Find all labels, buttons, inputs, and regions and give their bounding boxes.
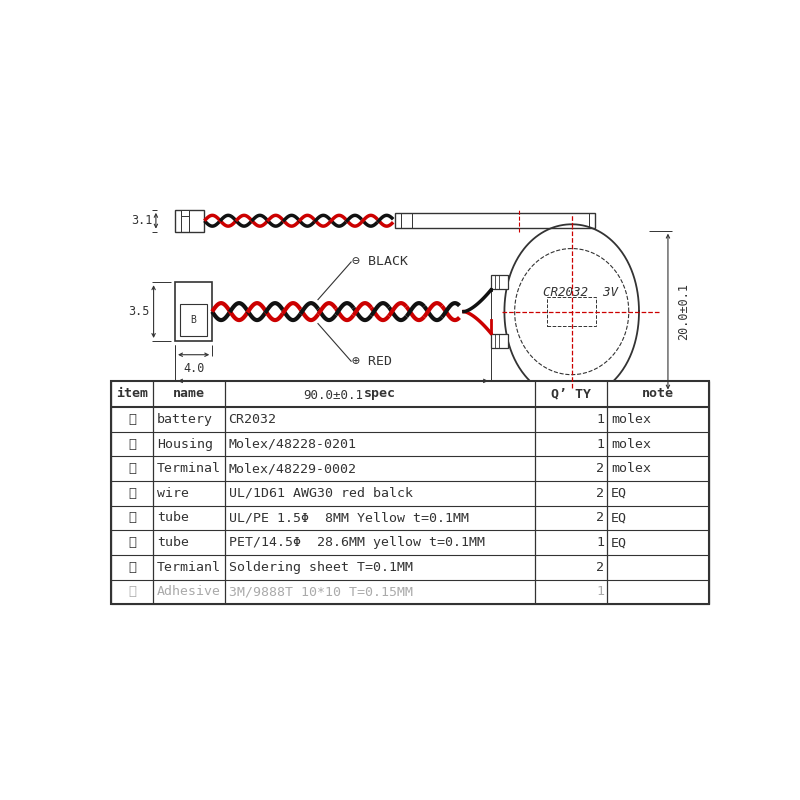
Text: ②: ② [128,438,136,450]
Text: Adhesive: Adhesive [157,586,221,598]
Text: 2: 2 [596,561,604,574]
Text: spec: spec [364,387,396,401]
Text: ⑧: ⑧ [128,586,136,598]
Text: tube: tube [157,536,189,549]
Bar [111,381,709,604]
Text: EQ: EQ [611,511,627,525]
Text: 90.0±0.1: 90.0±0.1 [303,389,363,402]
Text: wire: wire [157,487,189,500]
Bar [175,282,212,341]
Text: 20.0±0.1: 20.0±0.1 [677,283,690,340]
Text: CR2032: CR2032 [229,413,277,426]
Text: 1: 1 [596,536,604,549]
Text: ⑦: ⑦ [128,561,136,574]
Text: molex: molex [611,462,651,475]
Text: Molex/48229-0002: Molex/48229-0002 [229,462,357,475]
Text: 3.5: 3.5 [128,305,150,318]
Text: Molex/48228-0201: Molex/48228-0201 [229,438,357,450]
Text: Housing: Housing [157,438,213,450]
Text: 2: 2 [596,462,604,475]
Text: 3M/9888T 10*10 T=0.15MM: 3M/9888T 10*10 T=0.15MM [229,586,413,598]
Text: ⑥: ⑥ [128,536,136,549]
Text: Terminal: Terminal [157,462,221,475]
Text: Termianl: Termianl [157,561,221,574]
Bar [180,304,207,336]
Text: item: item [116,387,148,401]
Text: 4.0: 4.0 [183,362,204,375]
Text: B: B [190,315,197,326]
Text: 1: 1 [596,438,604,450]
Text: note: note [642,387,674,401]
Text: EQ: EQ [611,536,627,549]
Text: ④: ④ [128,487,136,500]
Bar [394,213,595,229]
Text: Soldering sheet T=0.1MM: Soldering sheet T=0.1MM [229,561,413,574]
Text: UL/PE 1.5Φ  8MM Yellow t=0.1MM: UL/PE 1.5Φ 8MM Yellow t=0.1MM [229,511,469,525]
Text: CR2032  3V: CR2032 3V [543,286,618,299]
Text: name: name [173,387,205,401]
Bar [182,210,189,216]
Bar [175,210,205,231]
Text: ①: ① [128,413,136,426]
Text: ⊖ BLACK: ⊖ BLACK [352,255,408,268]
Text: ⑤: ⑤ [128,511,136,525]
Text: UL/1D61 AWG30 red balck: UL/1D61 AWG30 red balck [229,487,413,500]
Bar [547,298,596,326]
Text: 1: 1 [596,413,604,426]
Text: battery: battery [157,413,213,426]
Text: molex: molex [611,438,651,450]
Text: 2: 2 [596,511,604,525]
Text: EQ: EQ [611,487,627,500]
Text: 2: 2 [596,487,604,500]
Text: Q’ TY: Q’ TY [551,387,591,401]
Text: ③: ③ [128,462,136,475]
Text: 3.1: 3.1 [130,214,152,227]
Text: PET/14.5Φ  28.6MM yellow t=0.1MM: PET/14.5Φ 28.6MM yellow t=0.1MM [229,536,485,549]
Text: molex: molex [611,413,651,426]
Bar [491,275,508,290]
Text: tube: tube [157,511,189,525]
Bar [491,334,508,348]
Text: 1: 1 [596,586,604,598]
Text: ⊕ RED: ⊕ RED [352,355,392,368]
Polygon shape [505,224,639,399]
